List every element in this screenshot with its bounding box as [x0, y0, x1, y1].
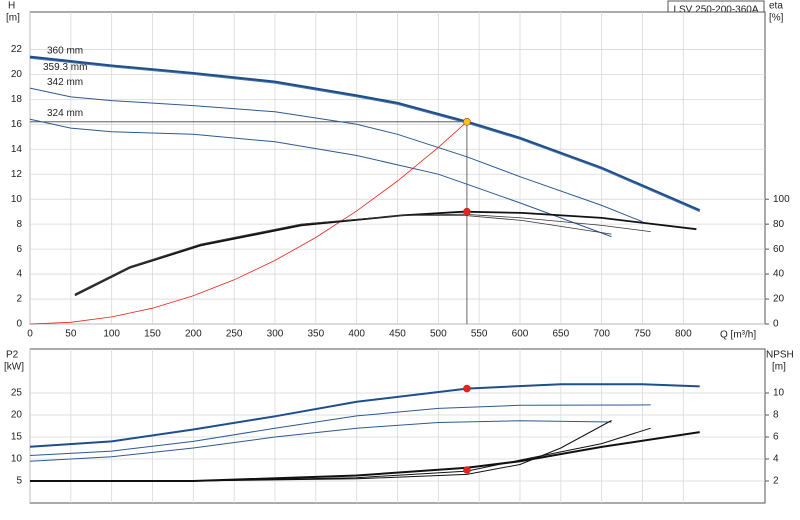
y2-tick-label: 100 — [773, 194, 790, 205]
y-tick-label: 22 — [11, 44, 23, 55]
operating-point — [463, 466, 471, 474]
y2-axis-unit: [m] — [772, 362, 786, 373]
curve-label: 324 mm — [47, 108, 83, 119]
y-tick-label: 2 — [16, 294, 22, 305]
chart-title: LSV 250-200-360A — [673, 5, 758, 16]
y2-tick-label: 6 — [773, 432, 779, 443]
y-tick-label: 25 — [11, 388, 23, 399]
y-tick-label: 4 — [16, 269, 22, 280]
curve — [29, 87, 643, 223]
y2-tick-label: 0 — [773, 319, 779, 330]
x-tick-label: 350 — [307, 329, 324, 340]
x-tick-label: 500 — [430, 329, 447, 340]
curve — [30, 420, 612, 482]
y-tick-label: 6 — [16, 244, 22, 255]
curve-label: 359.3 mm — [43, 62, 87, 73]
y2-tick-label: 10 — [773, 388, 785, 399]
y-tick-label: 8 — [16, 219, 22, 230]
x-tick-label: 0 — [27, 329, 33, 340]
operating-point — [463, 118, 471, 126]
x-axis-title: Q [m³/h] — [720, 330, 756, 341]
x-tick-label: 300 — [267, 329, 284, 340]
x-tick-label: 800 — [675, 329, 692, 340]
x-tick-label: 100 — [103, 329, 120, 340]
curve — [29, 57, 700, 213]
x-tick-label: 250 — [226, 329, 243, 340]
x-tick-label: 700 — [593, 329, 610, 340]
curve-label: 342 mm — [47, 77, 83, 88]
curve — [29, 383, 700, 448]
operating-point — [463, 207, 471, 216]
curve — [29, 420, 612, 462]
x-tick-label: 550 — [471, 329, 488, 340]
y-tick-label: 5 — [16, 476, 22, 487]
curve — [29, 118, 612, 238]
curve — [29, 55, 701, 212]
x-tick-label: 400 — [348, 329, 365, 340]
y-tick-label: 14 — [11, 144, 23, 155]
y-tick-label: 0 — [16, 319, 22, 330]
x-tick-label: 50 — [65, 329, 77, 340]
y-tick-label: 12 — [11, 169, 23, 180]
y-tick-label: 18 — [11, 94, 23, 105]
y-axis-title: P2 — [6, 350, 19, 361]
y-axis-title: H — [8, 1, 15, 12]
y-axis-unit: [m] — [6, 13, 20, 24]
y2-tick-label: 20 — [773, 294, 785, 305]
y2-tick-label: 80 — [773, 219, 785, 230]
x-tick-label: 650 — [552, 329, 569, 340]
curve — [74, 215, 612, 296]
x-tick-label: 600 — [512, 329, 529, 340]
x-tick-label: 150 — [144, 329, 161, 340]
y-tick-label: 16 — [11, 119, 23, 130]
y-tick-label: 20 — [11, 69, 23, 80]
x-tick-label: 750 — [634, 329, 651, 340]
y2-axis-title: eta — [769, 1, 783, 12]
y-axis-unit: [kW] — [4, 362, 24, 373]
y2-tick-label: 40 — [773, 269, 785, 280]
x-tick-label: 200 — [185, 329, 202, 340]
x-tick-label: 450 — [389, 329, 406, 340]
y2-tick-label: 4 — [773, 454, 779, 465]
y2-axis-unit: [%] — [769, 13, 784, 24]
y-tick-label: 20 — [11, 410, 23, 421]
y-tick-label: 10 — [11, 454, 23, 465]
curve — [29, 404, 651, 456]
y2-axis-title: NPSH — [766, 350, 794, 361]
y2-tick-label: 2 — [773, 476, 779, 487]
operating-point — [463, 384, 471, 393]
y-tick-label: 10 — [11, 194, 23, 205]
y-tick-label: 15 — [11, 432, 23, 443]
curve — [29, 121, 468, 325]
curve-label: 360 mm — [47, 46, 83, 57]
y2-tick-label: 60 — [773, 244, 785, 255]
y2-tick-label: 8 — [773, 410, 779, 421]
